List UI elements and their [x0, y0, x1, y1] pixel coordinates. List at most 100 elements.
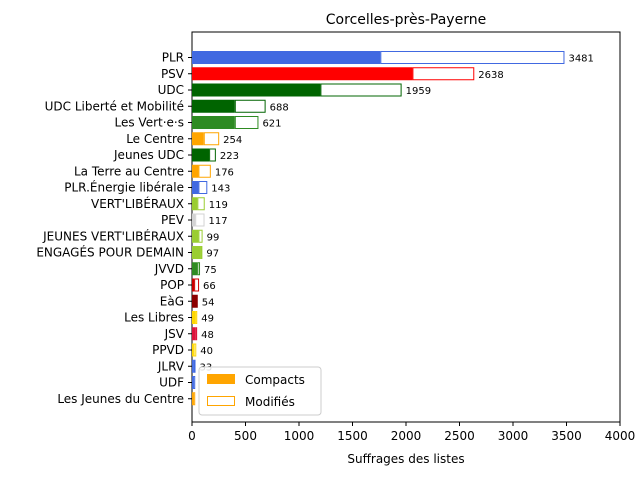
data-label: 119 — [209, 200, 228, 211]
data-label: 223 — [220, 151, 239, 162]
x-tick-label: 3000 — [498, 429, 529, 443]
bar-modifies — [195, 213, 205, 227]
x-tick-label: 4000 — [605, 429, 636, 443]
category-label: JLRV — [157, 359, 185, 373]
data-label: 66 — [203, 281, 216, 292]
bar-compacts — [192, 392, 194, 406]
category-label: UDC Liberté et Mobilité — [45, 99, 184, 113]
x-tick-label: 2500 — [444, 429, 475, 443]
bar-modifies — [193, 343, 197, 357]
bar-compacts — [192, 51, 381, 64]
bar-modifies — [234, 99, 266, 113]
legend: Compacts Modifiés — [198, 366, 322, 416]
category-label: Les Libres — [124, 311, 184, 325]
data-label: 2638 — [478, 70, 503, 81]
data-label: 48 — [201, 330, 214, 341]
bar-modifies — [193, 392, 196, 406]
bar-modifies — [195, 311, 198, 324]
x-tick-label: 500 — [234, 429, 257, 443]
bar-modifies — [198, 181, 208, 194]
category-label: JEUNES VERT'LIBÉRAUX — [42, 228, 184, 243]
bar-compacts — [192, 181, 199, 194]
legend-swatch-compacts — [207, 374, 235, 384]
bar-modifies — [193, 359, 196, 373]
bar-compacts — [192, 116, 235, 129]
data-label: 176 — [215, 167, 234, 178]
category-labels: PLR PSV UDC UDC Liberté et Mobilité Les Vert… — [36, 51, 192, 406]
data-label: 621 — [262, 119, 281, 130]
category-label: Jeunes UDC — [113, 148, 184, 162]
category-label: PLR.Énergie libérale — [64, 180, 184, 195]
bar-modifies — [209, 148, 216, 162]
category-label: JSV — [164, 327, 185, 341]
bar-modifies — [412, 67, 475, 81]
category-label: PEV — [161, 213, 185, 227]
bar-compacts — [192, 164, 199, 178]
bar-modifies — [195, 327, 198, 341]
category-label: La Terre au Centre — [74, 164, 184, 178]
bar-compacts — [192, 132, 204, 146]
bar-compacts — [192, 148, 210, 162]
data-label: 1959 — [406, 86, 431, 97]
data-label: 143 — [211, 184, 230, 195]
bar-compacts — [192, 67, 413, 81]
legend-swatch-modifies — [207, 396, 235, 406]
data-label: 254 — [223, 135, 242, 146]
bar-compacts — [192, 229, 199, 243]
category-label: ENGAGÉS POUR DEMAIN — [36, 245, 184, 260]
bar-modifies — [193, 376, 196, 389]
bar-modifies — [320, 83, 402, 97]
chart-title: Corcelles-près-Payerne — [326, 12, 486, 28]
category-label: Les Vert·e·s — [115, 116, 185, 130]
legend-label-modifies: Modifiés — [245, 395, 295, 409]
x-tick-label: 0 — [188, 429, 196, 443]
bar-modifies — [197, 197, 205, 211]
category-label: Le Centre — [126, 132, 184, 146]
category-label: PPVD — [152, 343, 184, 357]
bar-modifies — [234, 116, 259, 129]
data-label: 117 — [209, 216, 228, 227]
category-label: PLR — [162, 51, 184, 65]
x-tick-label: 2000 — [391, 429, 422, 443]
x-axis-label: Suffrages des listes — [347, 452, 464, 466]
x-tick-label: 1500 — [337, 429, 368, 443]
category-label: Les Jeunes du Centre — [57, 392, 184, 406]
bar-compacts — [192, 359, 194, 373]
data-label: 75 — [204, 265, 217, 276]
bar-compacts — [192, 327, 196, 341]
bar-modifies — [194, 278, 200, 292]
x-axis-ticks: 0 500 1000 1500 2000 2500 3000 3500 4000 — [188, 422, 635, 443]
data-label: 54 — [202, 297, 215, 308]
category-label: POP — [160, 278, 184, 292]
bar-compacts — [192, 311, 196, 324]
bar-modifies — [200, 246, 203, 259]
category-label: JVVD — [154, 262, 184, 276]
legend-label-compacts: Compacts — [245, 373, 305, 387]
data-label: 3481 — [568, 54, 593, 65]
data-label: 97 — [206, 249, 219, 260]
x-tick-label: 3500 — [551, 429, 582, 443]
data-label: 40 — [200, 346, 213, 357]
bar-modifies — [198, 164, 211, 178]
bar-compacts — [192, 246, 201, 259]
data-label: 49 — [201, 314, 214, 325]
x-tick-label: 1000 — [284, 429, 315, 443]
bar-compacts — [192, 213, 196, 227]
category-label: UDC — [158, 83, 184, 97]
bar-compacts — [192, 262, 198, 276]
bars: 3481 2638 1959 688 621 254 223 176 143 119 117 99 97… — [192, 51, 594, 406]
category-label: VERT'LIBÉRAUX — [91, 196, 184, 211]
bar-modifies — [380, 51, 565, 64]
bar-compacts — [192, 376, 194, 389]
bar-compacts — [192, 294, 198, 308]
bar-compacts — [192, 343, 194, 357]
bar-modifies — [198, 229, 203, 243]
category-label: UDF — [159, 376, 184, 390]
bar-compacts — [192, 278, 195, 292]
category-label: EàG — [160, 294, 184, 308]
category-label: PSV — [161, 67, 185, 81]
bar-modifies — [203, 132, 220, 146]
bar-compacts — [192, 197, 198, 211]
bar-compacts — [192, 99, 235, 113]
